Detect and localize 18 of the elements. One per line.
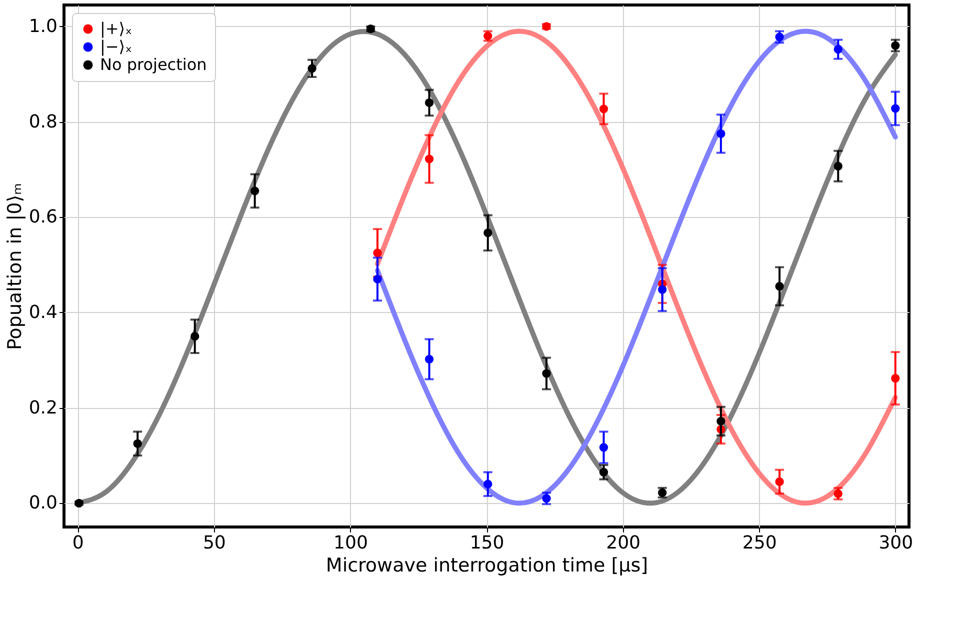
y-tick-label: 0.0 bbox=[28, 492, 58, 514]
y-axis-title: Popualtion in |0⟩ₘ bbox=[4, 183, 26, 350]
y-tick-label: 0.8 bbox=[28, 111, 58, 132]
y-tick-label: 0.4 bbox=[28, 302, 58, 323]
x-axis-title: Microwave interrogation time [μs] bbox=[326, 554, 648, 576]
y-tick-label: 1.0 bbox=[28, 16, 58, 37]
x-tick-label: 0 bbox=[72, 532, 84, 554]
x-tick-label: 150 bbox=[470, 532, 504, 554]
legend-label: |−⟩ₓ bbox=[100, 37, 132, 56]
x-tick-label: 300 bbox=[878, 532, 914, 554]
legend-label: No projection bbox=[100, 55, 207, 74]
y-tick-label: 0.2 bbox=[28, 397, 58, 418]
y-tick-label: 0.6 bbox=[28, 206, 58, 228]
x-tick-label: 50 bbox=[202, 532, 226, 554]
x-tick-label: 250 bbox=[742, 532, 777, 554]
legend-label: |+⟩ₓ bbox=[100, 19, 132, 38]
x-tick-label: 200 bbox=[606, 532, 640, 554]
x-tick-label: 100 bbox=[334, 532, 368, 554]
